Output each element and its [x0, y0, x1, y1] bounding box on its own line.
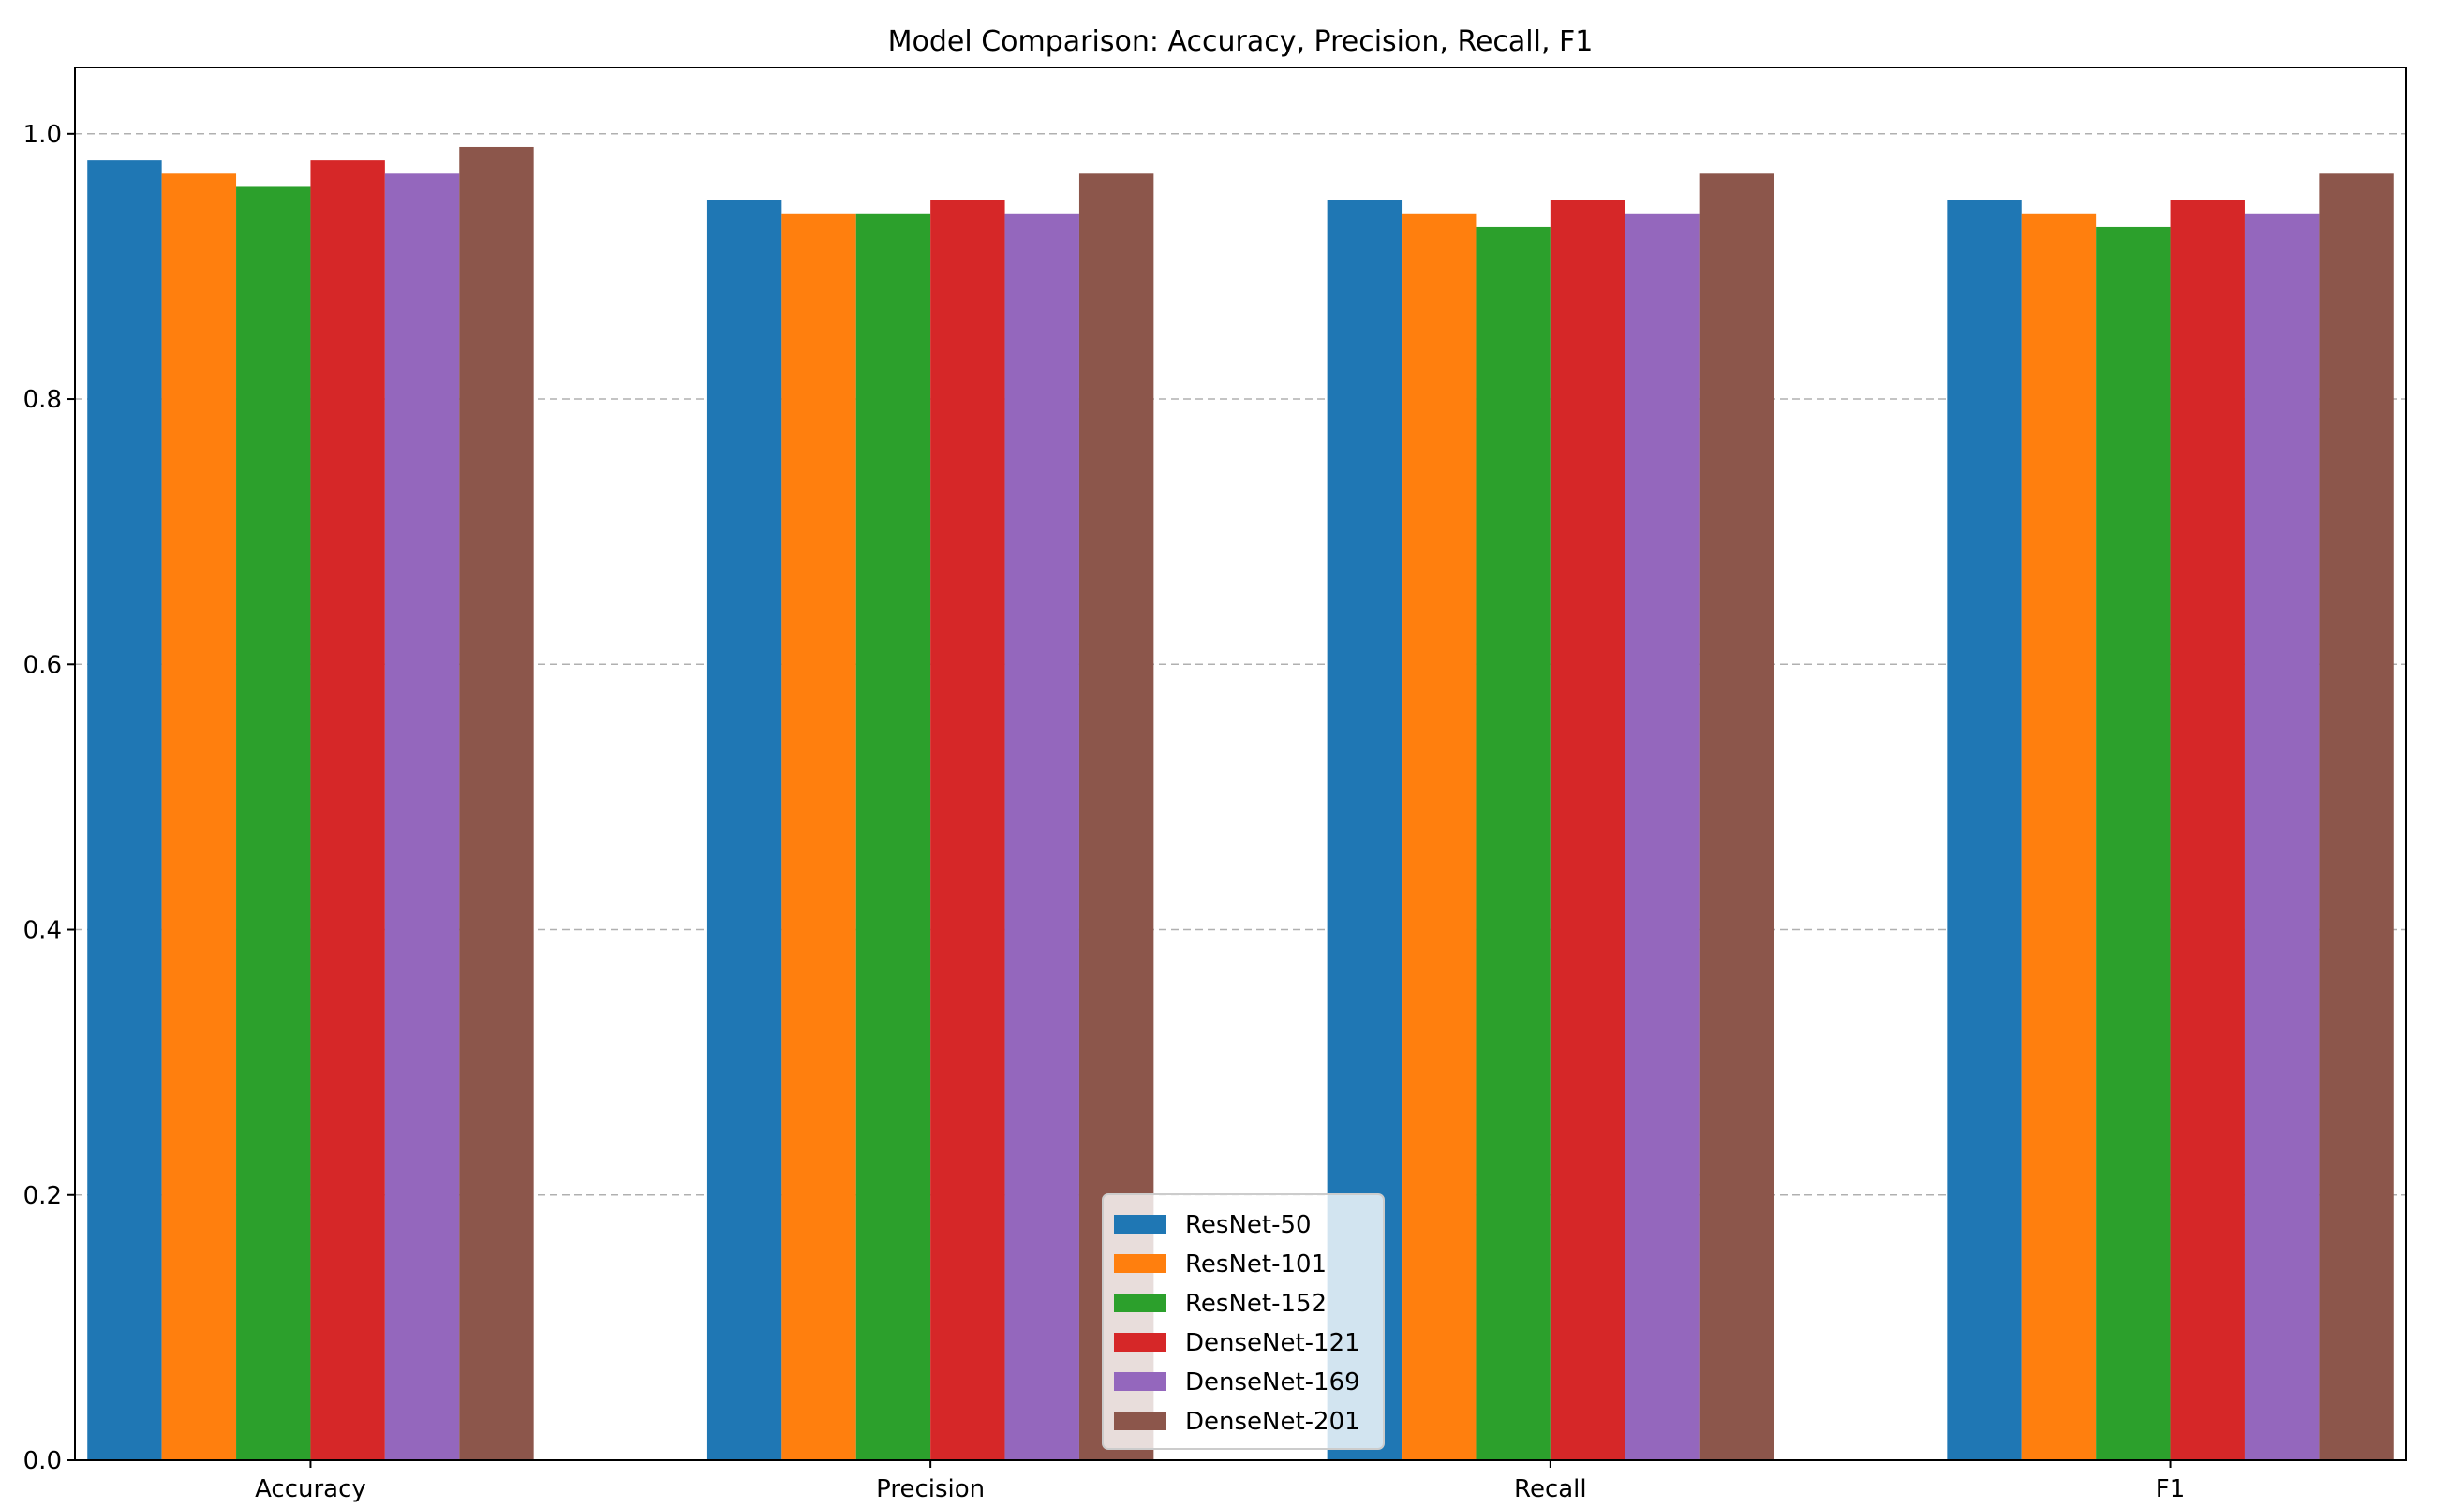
- legend-label-resnet-101: ResNet-101: [1185, 1250, 1327, 1279]
- legend-swatch-resnet-152: [1114, 1294, 1166, 1312]
- legend-box: [1102, 1193, 1385, 1450]
- bar-resnet-50-accuracy: [87, 160, 162, 1461]
- chart-title: Model Comparison: Accuracy, Precision, R…: [888, 25, 1594, 58]
- bar-densenet-201-accuracy: [459, 146, 534, 1460]
- bar-densenet-201-recall: [1699, 173, 1774, 1460]
- bar-resnet-152-precision: [855, 213, 931, 1460]
- y-tick-label: 0.6: [23, 651, 62, 679]
- y-tick-label: 0.0: [23, 1447, 62, 1475]
- legend-label-densenet-169: DenseNet-169: [1185, 1368, 1360, 1397]
- bar-densenet-121-recall: [1550, 200, 1625, 1461]
- bar-resnet-50-precision: [706, 200, 782, 1461]
- bar-densenet-169-precision: [1004, 213, 1079, 1460]
- y-tick-label: 0.4: [23, 917, 62, 945]
- axes: 0.0 0.2 0.4 0.6 0.8 1.0 Accuracy Precision Recal…: [23, 121, 2186, 1503]
- bar-resnet-101-accuracy: [161, 173, 237, 1460]
- legend-label-resnet-50: ResNet-50: [1185, 1211, 1312, 1239]
- plot-frame: [74, 67, 2407, 1461]
- bar-group: [87, 146, 2394, 1461]
- legend-label-resnet-152: ResNet-152: [1185, 1290, 1327, 1318]
- bar-resnet-152-accuracy: [236, 186, 311, 1460]
- x-tick-label: Accuracy: [255, 1475, 366, 1503]
- bar-resnet-101-precision: [781, 213, 856, 1460]
- bar-resnet-101-recall: [1402, 213, 1477, 1460]
- x-tick-label: F1: [2156, 1475, 2186, 1503]
- x-tick-label: Precision: [876, 1475, 985, 1503]
- bar-densenet-121-f1: [2170, 200, 2245, 1461]
- bar-resnet-101-f1: [2021, 213, 2097, 1460]
- bar-densenet-169-recall: [1625, 213, 1700, 1460]
- legend-swatch-densenet-169: [1114, 1372, 1166, 1391]
- bar-densenet-169-accuracy: [384, 173, 460, 1460]
- legend-label-densenet-121: DenseNet-121: [1185, 1329, 1360, 1357]
- legend-swatch-resnet-101: [1114, 1254, 1166, 1273]
- legend-swatch-densenet-121: [1114, 1333, 1166, 1352]
- bar-densenet-121-precision: [930, 200, 1005, 1461]
- x-tick-label: Recall: [1514, 1475, 1587, 1503]
- y-tick-label: 0.2: [23, 1182, 62, 1210]
- y-tick-label: 1.0: [23, 121, 62, 149]
- bar-densenet-169-f1: [2244, 213, 2320, 1460]
- bar-resnet-50-f1: [1947, 200, 2022, 1461]
- y-tick-label: 0.8: [23, 386, 62, 414]
- bar-resnet-152-recall: [1476, 226, 1551, 1460]
- legend-label-densenet-201: DenseNet-201: [1185, 1408, 1360, 1436]
- bar-densenet-201-f1: [2319, 173, 2394, 1460]
- legend-swatch-resnet-50: [1114, 1215, 1166, 1234]
- bar-resnet-152-f1: [2096, 226, 2171, 1460]
- bar-densenet-121-accuracy: [310, 160, 385, 1461]
- legend-swatch-densenet-201: [1114, 1412, 1166, 1430]
- legend: ResNet-50 ResNet-101 ResNet-152 DenseNet-12…: [1102, 1193, 1385, 1450]
